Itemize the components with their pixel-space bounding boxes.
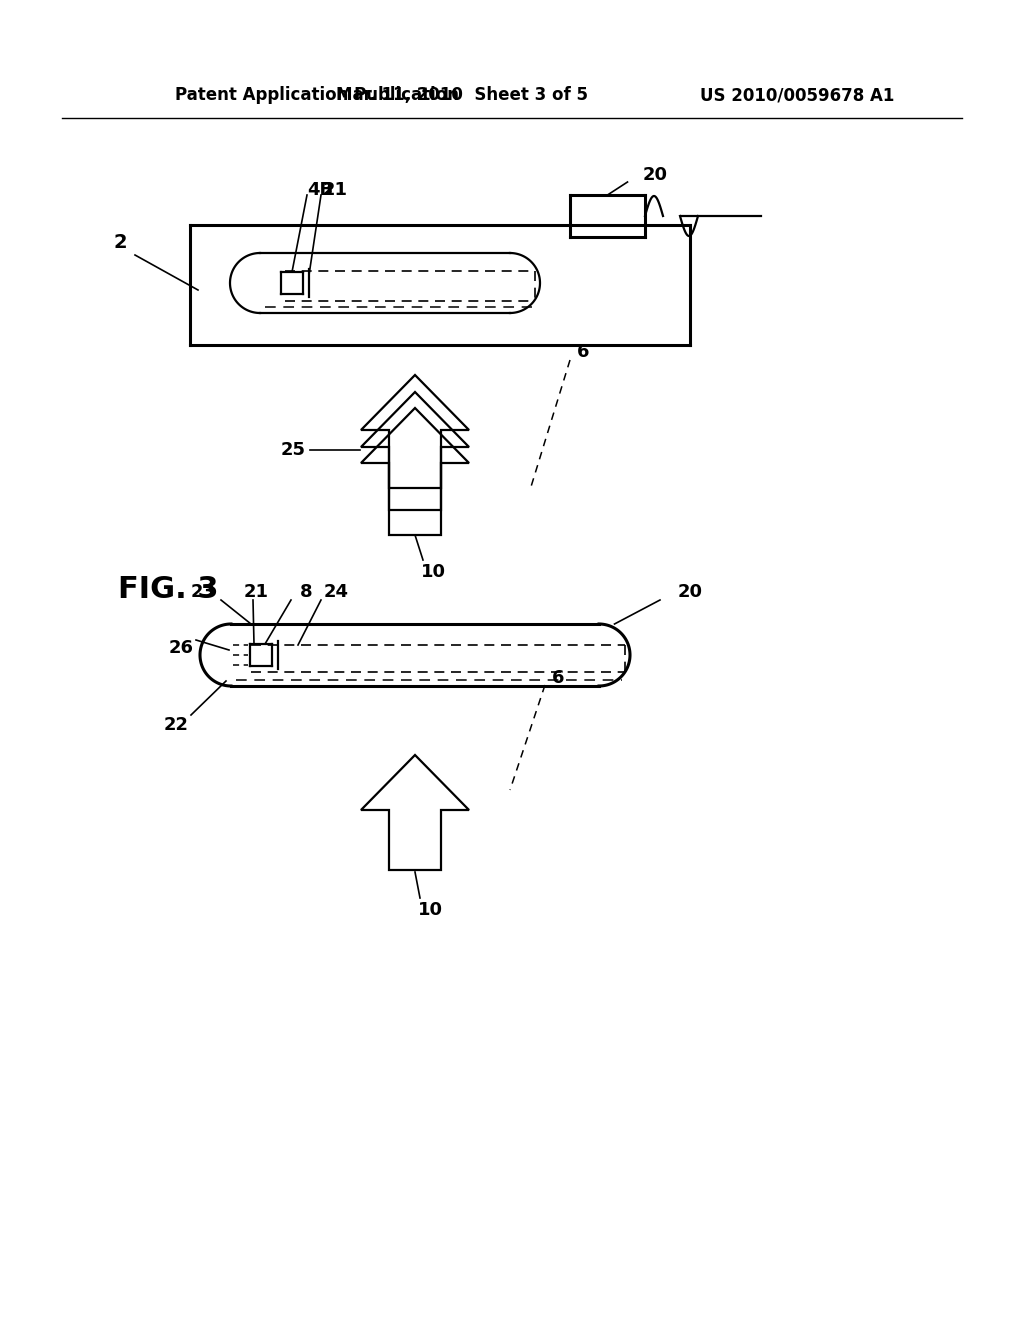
Text: Patent Application Publication: Patent Application Publication	[175, 86, 459, 104]
Text: 25: 25	[281, 441, 305, 459]
Text: 20: 20	[678, 583, 702, 601]
Text: US 2010/0059678 A1: US 2010/0059678 A1	[700, 86, 894, 104]
Text: 6: 6	[577, 343, 589, 360]
Text: 8: 8	[300, 583, 312, 601]
Text: 21: 21	[244, 583, 268, 601]
Text: 22: 22	[164, 715, 188, 734]
Text: 10: 10	[418, 902, 442, 919]
Text: Mar. 11, 2010  Sheet 3 of 5: Mar. 11, 2010 Sheet 3 of 5	[336, 86, 588, 104]
Text: 26: 26	[169, 639, 194, 657]
Text: 23: 23	[190, 583, 215, 601]
Text: 24: 24	[324, 583, 348, 601]
Text: 10: 10	[421, 564, 445, 581]
Text: 2: 2	[114, 234, 127, 252]
Text: 4B: 4B	[307, 181, 333, 199]
Text: 6: 6	[552, 669, 564, 686]
Text: 21: 21	[323, 181, 347, 199]
Text: 20: 20	[643, 166, 668, 183]
Text: FIG. 3: FIG. 3	[118, 576, 218, 605]
